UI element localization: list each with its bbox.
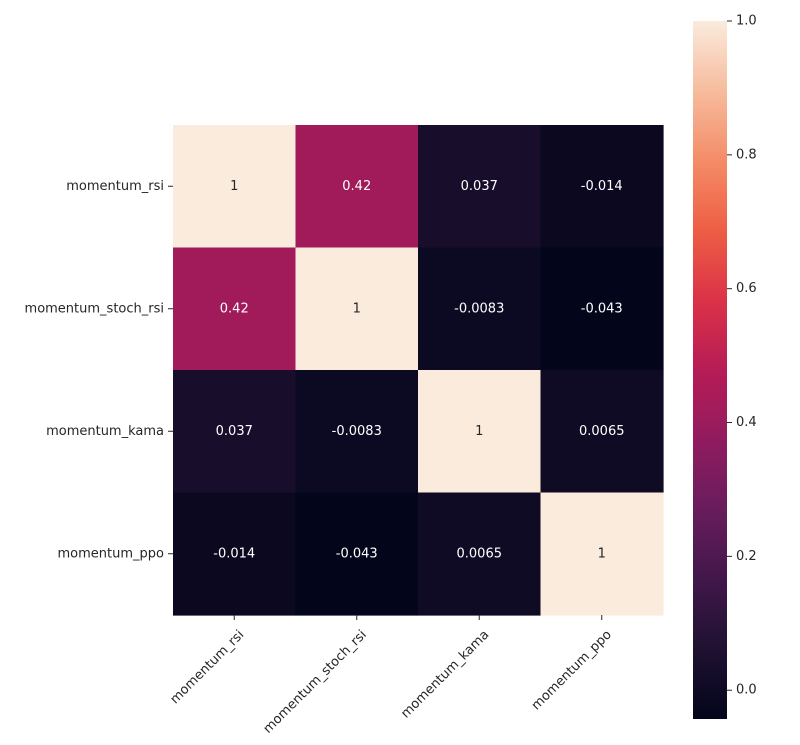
heatmap-cell bbox=[540, 370, 664, 494]
x-axis: momentum_rsi momentum_stoch_rsi momentum_k… bbox=[168, 615, 615, 737]
heatmap-cell bbox=[418, 492, 542, 616]
cell-value-label: 0.037 bbox=[216, 424, 253, 439]
cell-value-label: -0.043 bbox=[581, 301, 623, 316]
colorbar-tick-label: 1.0 bbox=[736, 14, 757, 29]
y-axis: momentum_rsi momentum_stoch_rsi momentum_k… bbox=[25, 179, 173, 561]
cell-value-label: 0.42 bbox=[342, 179, 371, 194]
colorbar-tick-label: 0.8 bbox=[736, 147, 757, 162]
heatmap-cell bbox=[418, 125, 542, 249]
heatmap-cell bbox=[173, 125, 297, 249]
cell-value-label: 0.0065 bbox=[457, 546, 503, 561]
x-tick-label: momentum_stoch_rsi bbox=[261, 627, 370, 736]
heatmap-cell bbox=[540, 492, 664, 616]
colorbar-tick-label: 0.4 bbox=[736, 415, 757, 430]
cell-value-label: 1 bbox=[353, 301, 361, 316]
heatmap-cell bbox=[295, 370, 419, 494]
cell-value-label: 0.42 bbox=[220, 301, 249, 316]
y-tick-label: momentum_kama bbox=[46, 424, 164, 439]
cell-value-label: -0.043 bbox=[336, 546, 378, 561]
heatmap-cell bbox=[295, 125, 419, 249]
cell-value-label: -0.0083 bbox=[454, 301, 504, 316]
heatmap-cell bbox=[540, 125, 664, 249]
colorbar-tick-label: 0.0 bbox=[736, 683, 757, 698]
x-tick-label: momentum_kama bbox=[398, 627, 492, 721]
x-tick-label: momentum_ppo bbox=[529, 627, 615, 713]
cell-value-label: 1 bbox=[598, 546, 606, 561]
cell-value-label: 0.037 bbox=[461, 179, 498, 194]
y-tick-label: momentum_rsi bbox=[66, 179, 164, 194]
cell-value-label: -0.0083 bbox=[332, 424, 382, 439]
heatmap-cells bbox=[173, 125, 664, 616]
colorbar-gradient bbox=[693, 21, 727, 719]
heatmap-cell bbox=[418, 370, 542, 494]
colorbar-tick-label: 0.2 bbox=[736, 549, 757, 564]
heatmap-cell bbox=[173, 492, 297, 616]
x-tick-label: momentum_rsi bbox=[168, 627, 248, 707]
heatmap-cell bbox=[173, 370, 297, 494]
cell-value-label: 1 bbox=[475, 424, 483, 439]
cell-value-label: 1 bbox=[230, 179, 238, 194]
cell-value-label: 0.0065 bbox=[579, 424, 625, 439]
heatmap-cell bbox=[418, 247, 542, 371]
heatmap-cell bbox=[173, 247, 297, 371]
heatmap-cell bbox=[295, 492, 419, 616]
colorbar: 0.0 0.2 0.4 0.6 0.8 1.0 bbox=[693, 14, 757, 719]
cell-value-label: -0.014 bbox=[581, 179, 623, 194]
heatmap-cell-labels: 1 0.42 0.037 -0.014 0.42 1 -0.0083 -0.043 0.037 -… bbox=[213, 179, 624, 562]
colorbar-ticks: 0.0 0.2 0.4 0.6 0.8 1.0 bbox=[727, 14, 757, 698]
heatmap-cell bbox=[540, 247, 664, 371]
colorbar-tick-label: 0.6 bbox=[736, 281, 757, 296]
cell-value-label: -0.014 bbox=[213, 546, 255, 561]
y-tick-label: momentum_stoch_rsi bbox=[25, 301, 164, 316]
heatmap-cell bbox=[295, 247, 419, 371]
y-tick-label: momentum_ppo bbox=[58, 546, 165, 561]
